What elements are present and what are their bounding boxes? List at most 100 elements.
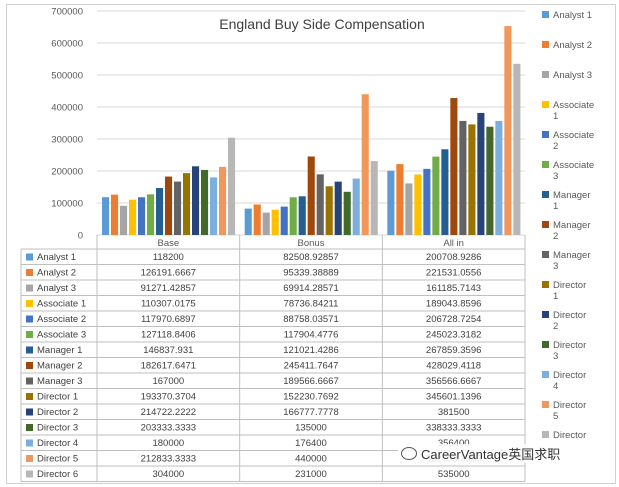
- table-cell-value: 152230.7692: [283, 392, 338, 403]
- bar: [504, 26, 512, 235]
- table-cell-value: 338333.3333: [426, 423, 481, 434]
- table-cell-value: 381500: [438, 407, 470, 418]
- legend-label: 1: [553, 291, 558, 302]
- table-cell-value: 166777.7778: [283, 407, 338, 418]
- table-cell-value: 146837.931: [143, 345, 193, 356]
- bar: [156, 188, 164, 235]
- legend-key: [542, 341, 549, 348]
- legend-key: [542, 101, 549, 108]
- table-row-label: Director 2: [37, 407, 78, 418]
- bar: [325, 186, 333, 235]
- bar: [228, 137, 236, 235]
- table-cell-value: 82508.92857: [283, 252, 338, 263]
- bar: [414, 174, 422, 235]
- table-cell-value: 267859.3596: [426, 345, 481, 356]
- wechat-icon: [401, 447, 417, 460]
- legend-key: [542, 431, 549, 438]
- legend-key: [542, 401, 549, 408]
- table-row-label: Manager 3: [37, 376, 82, 387]
- bar: [244, 208, 252, 235]
- bar: [262, 212, 270, 235]
- table-row-label: Associate 3: [37, 330, 86, 341]
- legend-label: 2: [553, 141, 558, 152]
- bar: [513, 63, 521, 235]
- legend-key: [542, 221, 549, 228]
- category-label: Base: [158, 238, 180, 249]
- bar: [219, 166, 227, 235]
- table-cell-value: 206728.7254: [426, 314, 481, 325]
- bar: [183, 173, 191, 235]
- legend-label: Director: [553, 370, 586, 381]
- y-tick-label: 200000: [51, 167, 83, 178]
- table-cell-value: 212833.3333: [141, 454, 196, 465]
- table-legend-key: [26, 300, 33, 307]
- chart-title: England Buy Side Compensation: [219, 16, 424, 32]
- bar: [405, 183, 413, 235]
- bar: [396, 164, 404, 235]
- table-cell-value: 304000: [152, 469, 184, 480]
- table-legend-key: [26, 253, 33, 261]
- table-cell-value: 127118.8406: [141, 330, 196, 341]
- watermark: CareerVantage英国求职: [398, 444, 564, 463]
- table-cell-value: 167000: [152, 376, 184, 387]
- legend-key: [542, 71, 549, 78]
- bar: [352, 178, 360, 235]
- table-cell-value: 221531.0556: [426, 268, 481, 279]
- legend-label: Analyst 2: [553, 40, 592, 51]
- bar: [361, 94, 369, 235]
- table-row-label: Analyst 1: [37, 252, 76, 263]
- table-row-label: Associate 1: [37, 299, 86, 310]
- table-legend-key: [26, 424, 33, 431]
- bar: [468, 124, 476, 235]
- bar: [129, 199, 137, 235]
- bar: [138, 197, 146, 235]
- table-cell-value: 180000: [152, 438, 184, 449]
- bar: [147, 194, 155, 235]
- table-cell-value: 356566.6667: [426, 376, 481, 387]
- table-row-label: Director 5: [37, 454, 78, 465]
- bar: [253, 204, 261, 235]
- table-cell-value: 78736.84211: [284, 299, 339, 310]
- legend-key: [542, 41, 549, 48]
- bar: [120, 205, 128, 235]
- table-legend-key: [26, 408, 33, 416]
- legend-key: [542, 161, 549, 168]
- y-tick-label: 100000: [51, 199, 83, 210]
- legend-key: [542, 131, 549, 138]
- y-tick-label: 300000: [51, 135, 83, 146]
- bar: [432, 156, 440, 235]
- table-cell-value: 182617.6471: [141, 361, 196, 372]
- bar: [441, 149, 449, 235]
- table-cell-value: 535000: [438, 469, 470, 480]
- bar: [450, 98, 458, 236]
- table-cell-value: 118200: [153, 252, 184, 263]
- table-cell-value: 203333.3333: [141, 423, 196, 434]
- y-tick-label: 500000: [51, 71, 83, 82]
- legend-label: Manager: [553, 250, 591, 261]
- bar: [343, 191, 351, 235]
- legend-label: Analyst 1: [553, 10, 592, 21]
- legend-key: [542, 251, 549, 258]
- bar: [307, 156, 315, 235]
- table-cell-value: 245023.3182: [426, 330, 481, 341]
- legend-label: Manager: [553, 220, 591, 231]
- table-row-label: Analyst 2: [37, 268, 76, 279]
- legend-key: [542, 281, 549, 288]
- legend-label: Director: [553, 340, 586, 351]
- legend-label: 3: [553, 261, 558, 272]
- chart-frame: England Buy Side Compensation 0 100000 200…: [6, 4, 616, 484]
- watermark-text: CareerVantage英国求职: [421, 447, 561, 462]
- legend-label: 1: [553, 201, 558, 212]
- bar: [102, 197, 110, 235]
- bar: [289, 197, 297, 235]
- bar: [174, 181, 182, 235]
- category-label: All in: [443, 238, 464, 249]
- table-cell-value: 428029.4118: [426, 361, 481, 372]
- legend-label: 2: [553, 231, 558, 242]
- bar: [334, 181, 342, 235]
- table-cell-value: 88758.03571: [283, 314, 338, 325]
- table-cell-value: 126191.6667: [141, 268, 196, 279]
- table-legend-key: [26, 315, 33, 323]
- bar: [280, 206, 288, 235]
- legend-label: Director: [553, 400, 586, 411]
